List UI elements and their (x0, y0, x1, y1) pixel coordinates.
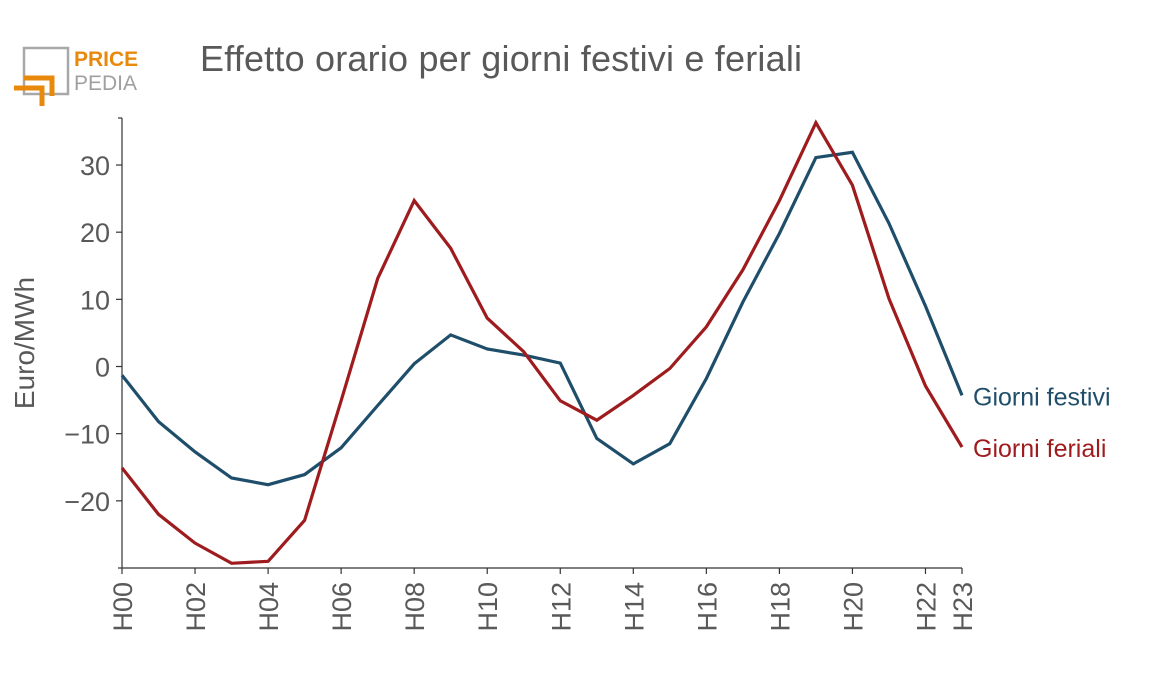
logo-word-pedia: PEDIA (74, 72, 137, 95)
x-tick-label: H06 (327, 582, 357, 632)
logo-square-frame (22, 46, 70, 96)
y-tick-label: 20 (80, 218, 110, 248)
series-lines (120, 119, 964, 565)
x-tick-label: H04 (254, 582, 284, 632)
series-label-giorni-festivi: Giorni festivi (973, 383, 1111, 411)
x-tick-label: H20 (838, 582, 868, 632)
y-tick-label: 10 (80, 285, 110, 315)
x-tick-label: H18 (765, 582, 795, 632)
y-tick-label: −10 (64, 420, 110, 450)
x-tick-label: H22 (911, 582, 941, 632)
series-label-giorni-feriali: Giorni feriali (973, 435, 1106, 463)
x-tick-label: H12 (546, 582, 576, 632)
series-labels: Giorni festivi Giorni feriali (973, 383, 1111, 463)
series-line-giorni-feriali (120, 119, 964, 565)
logo-orange-bracket-inner (24, 75, 55, 96)
x-tick-label: H10 (473, 582, 503, 632)
x-tick-label: H16 (692, 582, 722, 632)
x-tick-label: H02 (181, 582, 211, 632)
y-axis-label: Euro/MWh (9, 277, 40, 409)
x-tick-label: H14 (619, 582, 649, 632)
y-tick-label: −20 (64, 487, 110, 517)
y-tick-label: 0 (95, 353, 110, 383)
x-tick-label: H23 (948, 582, 978, 632)
chart-title: Effetto orario per giorni festivi e feri… (200, 38, 803, 79)
series-line-giorni-festivi (120, 150, 964, 487)
x-tick-label: H08 (400, 582, 430, 632)
x-tick-label: H00 (108, 582, 138, 632)
pricepedia-logo: PRICE PEDIA (14, 46, 138, 106)
logo-orange-bracket-outer (14, 85, 45, 106)
logo-word-price: PRICE (74, 48, 138, 71)
axes: −20 −10 0 10 20 30 H00 H02 H04 H06 H08 H10 H12 H14 H16… (64, 117, 978, 632)
y-tick-label: 30 (80, 151, 110, 181)
